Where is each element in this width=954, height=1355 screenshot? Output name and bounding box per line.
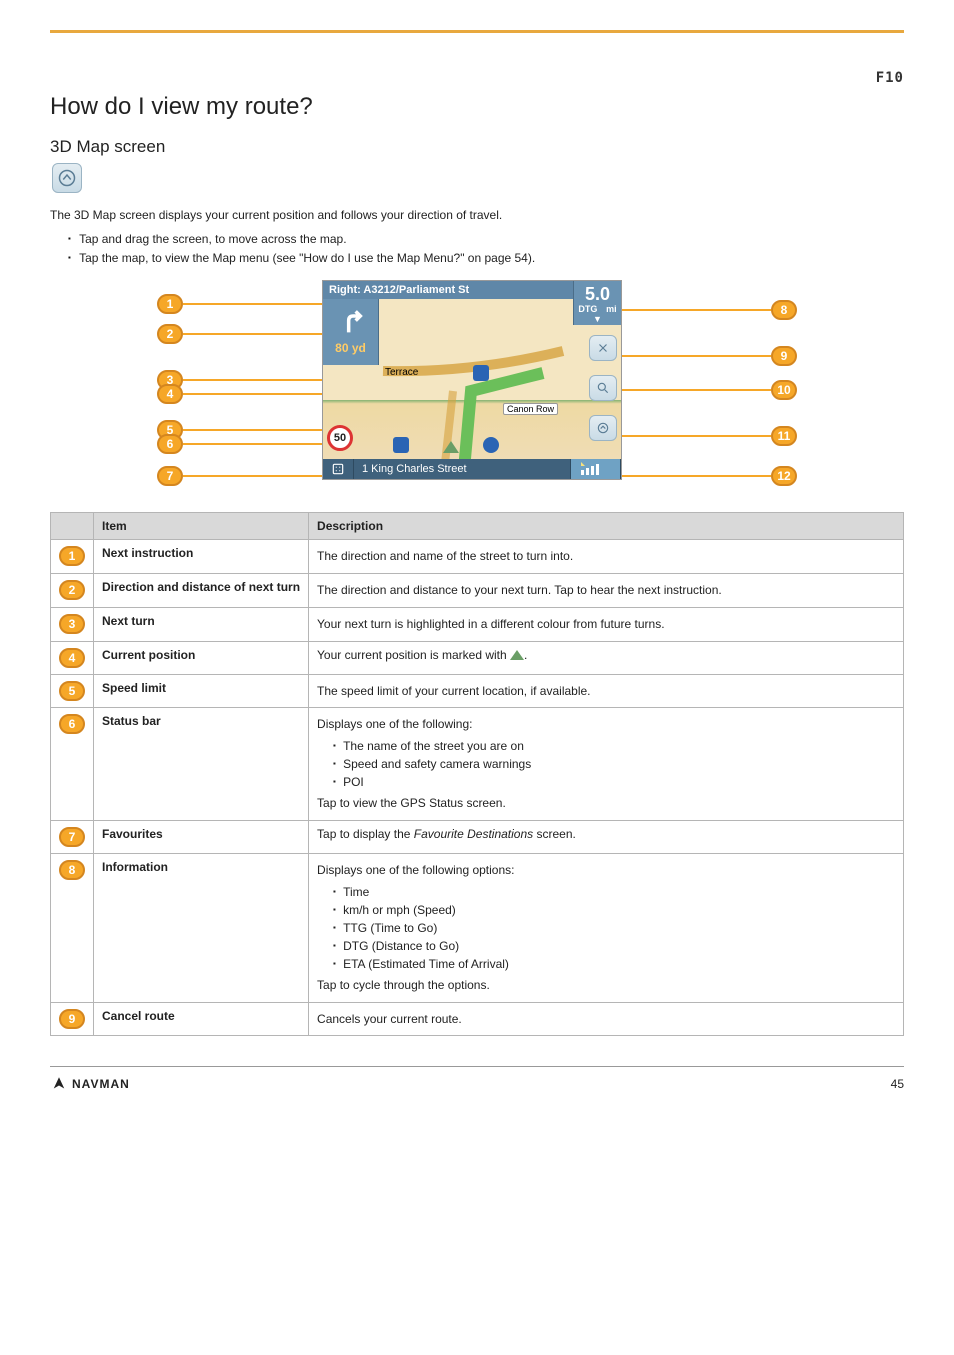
intro-bullet-list: Tap and drag the screen, to move across … bbox=[50, 230, 904, 268]
favourites-icon bbox=[323, 459, 354, 479]
callout: 6 bbox=[157, 434, 322, 454]
intro-bullet: Tap and drag the screen, to move across … bbox=[68, 230, 904, 249]
table-row: 2Direction and distance of next turnThe … bbox=[51, 573, 904, 607]
section-title: 3D Map screen bbox=[50, 137, 904, 157]
gps-bars-icon bbox=[571, 459, 621, 479]
page-number: 45 bbox=[891, 1077, 904, 1091]
ss-street2: Canon Row bbox=[503, 403, 558, 415]
table-row: 4Current positionYour current position i… bbox=[51, 641, 904, 674]
th-item: Item bbox=[94, 513, 309, 540]
annotated-screenshot: 1234567 89101112 Right: A3212/Parliament… bbox=[157, 280, 797, 490]
callout: 9 bbox=[622, 346, 797, 366]
table-row: 7FavouritesTap to display the Favourite … bbox=[51, 820, 904, 853]
table-row: 1Next instructionThe direction and name … bbox=[51, 540, 904, 574]
callout: 8 bbox=[622, 300, 797, 320]
table-row: 3Next turnYour next turn is highlighted … bbox=[51, 607, 904, 641]
page-footer: NAVMAN 45 bbox=[50, 1066, 904, 1093]
compass-icon bbox=[510, 650, 524, 660]
intro-text: The 3D Map screen displays your current … bbox=[50, 207, 904, 224]
view-3d-icon bbox=[52, 163, 82, 193]
cancel-route-icon bbox=[589, 335, 617, 361]
table-row: 9Cancel routeCancels your current route. bbox=[51, 1002, 904, 1036]
page-title: How do I view my route? bbox=[50, 93, 904, 121]
poi-icon bbox=[473, 365, 489, 381]
callout: 1 bbox=[157, 294, 322, 314]
table-row: 8InformationDisplays one of the followin… bbox=[51, 853, 904, 1002]
callout: 2 bbox=[157, 324, 322, 344]
ss-speed-limit: 50 bbox=[327, 425, 353, 451]
th-desc: Description bbox=[309, 513, 904, 540]
poi-icon bbox=[393, 437, 409, 453]
compass-icon bbox=[443, 441, 459, 453]
ss-street1: Terrace bbox=[385, 367, 418, 378]
table-row: 6Status barDisplays one of the following… bbox=[51, 708, 904, 821]
intro-bullet: Tap the map, to view the Map menu (see "… bbox=[68, 249, 904, 268]
callout: 12 bbox=[622, 466, 797, 486]
view-icon bbox=[589, 415, 617, 441]
callout: 4 bbox=[157, 384, 322, 404]
page-tag: F10 bbox=[876, 70, 904, 86]
callout: 11 bbox=[622, 426, 797, 446]
zoom-icon bbox=[589, 375, 617, 401]
ss-status-bar: 1 King Charles Street bbox=[323, 459, 621, 479]
items-table: Item Description 1Next instructionThe di… bbox=[50, 512, 904, 1036]
callout: 10 bbox=[622, 380, 797, 400]
device-screenshot: Right: A3212/Parliament St 5.0 DTGmi ▼ 8… bbox=[322, 280, 622, 480]
th-blank bbox=[51, 513, 94, 540]
table-row: 5Speed limitThe speed limit of your curr… bbox=[51, 674, 904, 708]
brand-logo: NAVMAN bbox=[50, 1075, 130, 1093]
callout: 7 bbox=[157, 466, 322, 486]
